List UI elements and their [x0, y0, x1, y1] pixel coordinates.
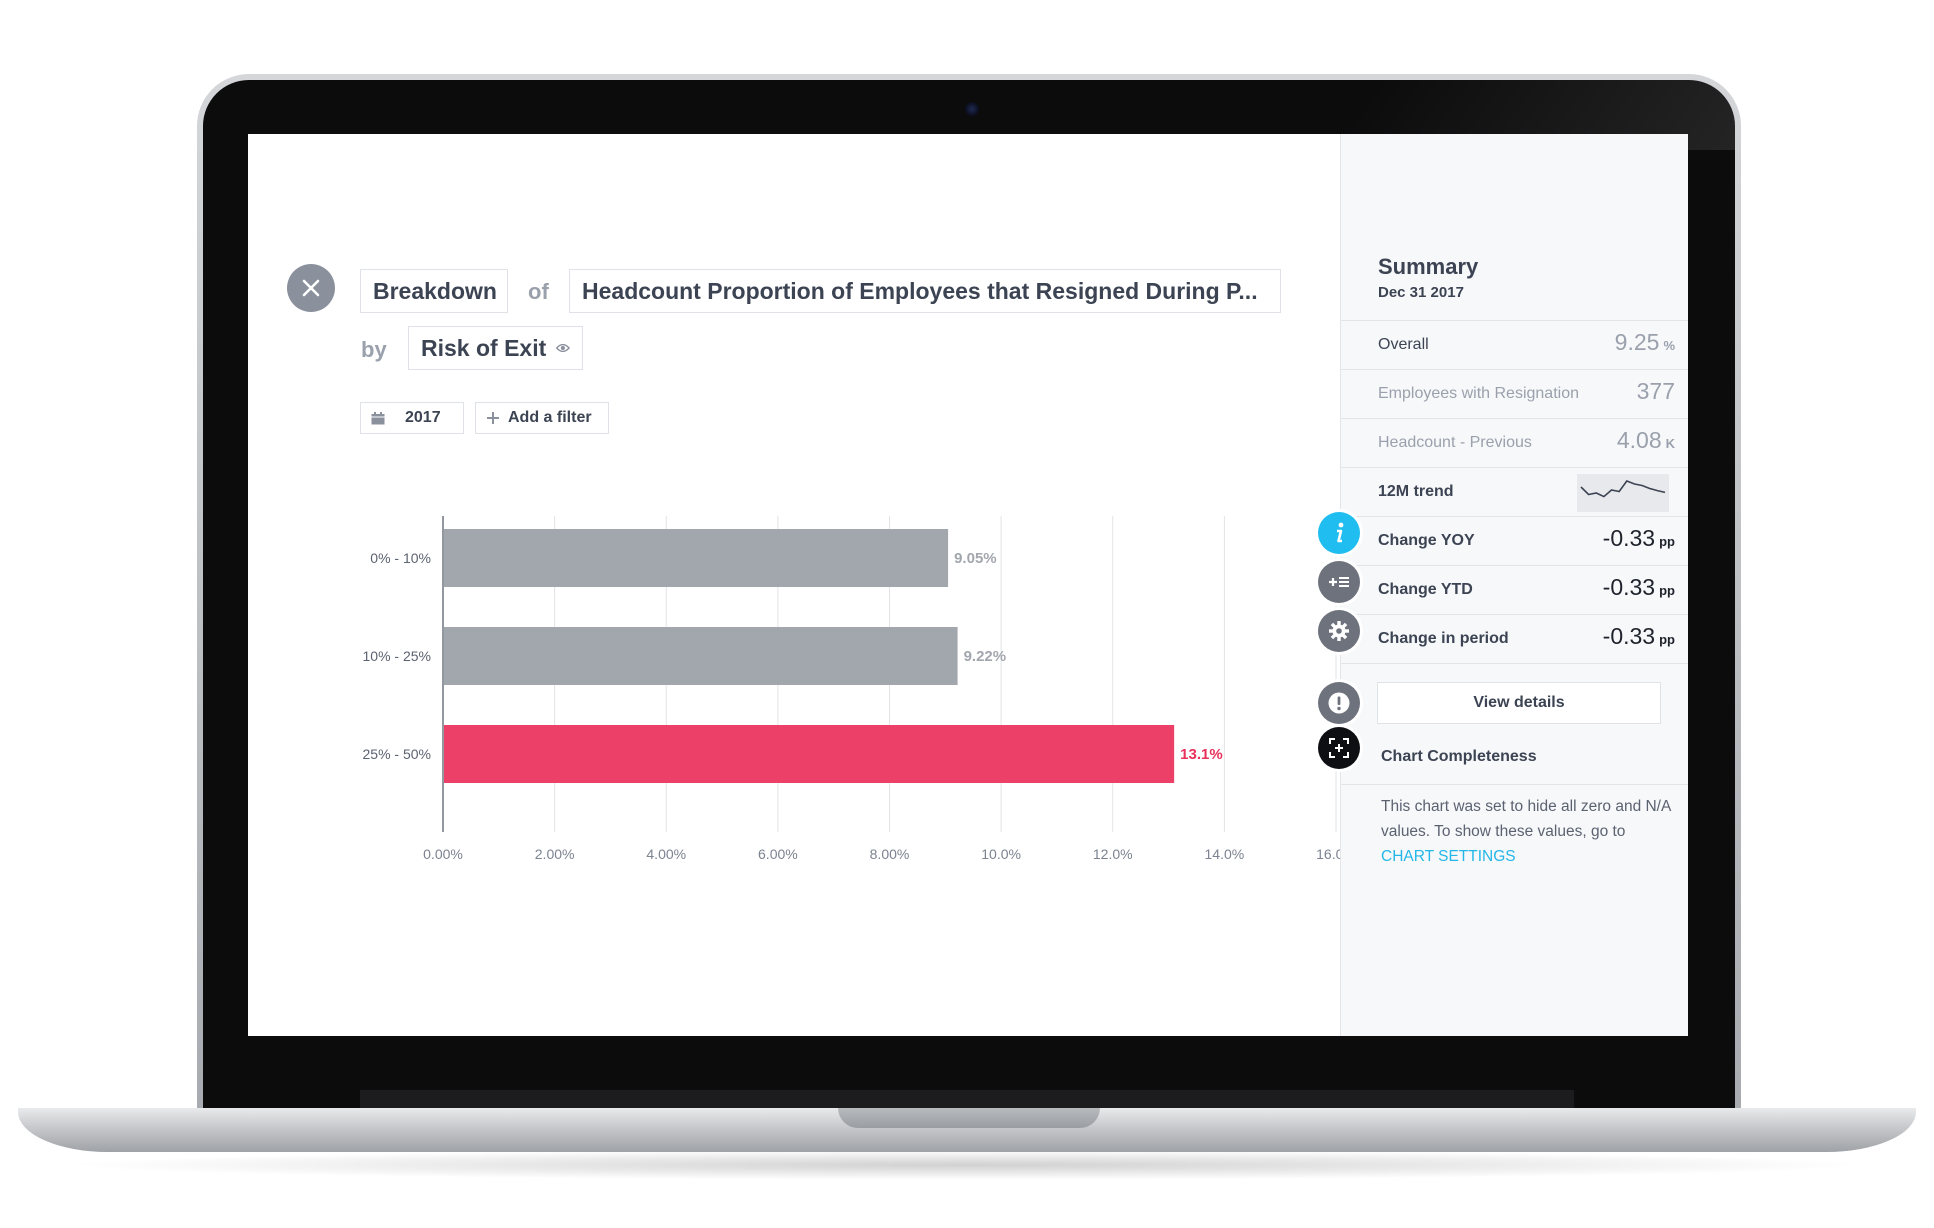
period-value: -0.33 [1602, 623, 1656, 649]
laptop-shadow [60, 1150, 1874, 1180]
row-value: 9.25% [1615, 329, 1675, 356]
row-value: 377 [1637, 378, 1675, 405]
breakdown-selector[interactable]: Breakdown [360, 269, 508, 313]
headcount-unit: K [1665, 436, 1675, 451]
laptop-hinge [360, 1090, 1574, 1108]
expand-icon [1329, 738, 1349, 758]
summary-row-change-ytd: Change YTD -0.33 pp [1341, 565, 1688, 614]
year-filter-label: 2017 [405, 409, 441, 426]
row-label: Change YTD [1378, 581, 1473, 598]
row-label: Change YOY [1378, 532, 1475, 549]
bar[interactable] [444, 529, 949, 587]
overall-unit: % [1663, 338, 1675, 353]
summary-sidebar: Summary Dec 31 2017 Overall 9.25% Employ… [1340, 134, 1688, 1036]
gear-icon [1329, 621, 1349, 641]
row-label: Change in period [1378, 630, 1509, 647]
completeness-divider [1341, 784, 1688, 785]
row-label: Headcount - Previous [1378, 434, 1532, 451]
trend-line [1580, 480, 1666, 498]
chart-settings-link[interactable]: CHART SETTINGS [1381, 848, 1516, 865]
alert-button[interactable] [1318, 682, 1360, 724]
breakdown-label: Breakdown [373, 277, 497, 304]
period-unit: pp [1659, 632, 1675, 647]
yoy-unit: pp [1659, 534, 1675, 549]
x-tick-label: 0.00% [423, 846, 463, 862]
x-tick-label: 6.00% [758, 846, 798, 862]
data-label: 9.22% [964, 648, 1007, 665]
ytd-value: -0.33 [1602, 574, 1656, 600]
category-label: 0% - 10% [370, 550, 431, 566]
category-label: 10% - 25% [363, 648, 431, 664]
row-value: -0.33 pp [1603, 623, 1675, 650]
add-list-icon [1329, 577, 1349, 587]
add-filter-button[interactable]: Add a filter [475, 402, 609, 434]
headcount-value: 4.08 [1616, 427, 1662, 453]
x-tick-label: 12.0% [1093, 846, 1133, 862]
calendar-icon [371, 411, 385, 424]
row-value: -0.33 pp [1603, 574, 1675, 601]
summary-title: Summary [1378, 254, 1479, 279]
completeness-note: This chart was set to hide all zero and … [1381, 794, 1671, 869]
resignations-value: 377 [1636, 378, 1675, 404]
settings-button[interactable] [1318, 610, 1360, 652]
row-value: -0.33 pp [1603, 525, 1675, 552]
x-tick-label: 2.00% [535, 846, 575, 862]
row-label: 12M trend [1378, 483, 1454, 500]
note-text: This chart was set to hide all zero and … [1381, 798, 1671, 840]
summary-row-headcount-previous: Headcount - Previous 4.08 K [1341, 418, 1688, 467]
plus-icon [487, 412, 499, 424]
info-button[interactable] [1318, 512, 1360, 554]
by-connector: by [361, 337, 387, 362]
row-label: Overall [1378, 336, 1429, 353]
close-icon [302, 279, 320, 297]
app-screen: Breakdown of Headcount Proportion of Emp… [248, 134, 1688, 1036]
data-label: 13.1% [1180, 746, 1223, 763]
bar-chart-svg: 0.00% 2.00% 4.00% 6.00% 8.00% 10.0% 12.0% 14.0%… [363, 516, 1356, 862]
row-label: Employees with Resignation [1378, 385, 1579, 402]
yoy-value: -0.33 [1602, 525, 1656, 551]
summary-row-change-yoy: Change YOY -0.33 pp [1341, 516, 1688, 565]
summary-divider [1341, 663, 1688, 664]
x-tick-label: 4.00% [646, 846, 686, 862]
view-details-button[interactable]: View details [1377, 682, 1661, 724]
add-list-button[interactable] [1318, 561, 1360, 603]
dimension-label: Risk of Exit [421, 334, 547, 361]
x-tick-label: 10.0% [981, 846, 1021, 862]
close-button[interactable] [287, 264, 335, 312]
dimension-selector[interactable]: Risk of Exit [408, 326, 583, 370]
laptop-notch [838, 1108, 1100, 1128]
x-tick-label: 8.00% [870, 846, 910, 862]
chart-completeness-title: Chart Completeness [1381, 748, 1537, 765]
data-label: 9.05% [954, 550, 997, 567]
bar[interactable] [444, 627, 958, 685]
bar-chart: 0.00% 2.00% 4.00% 6.00% 8.00% 10.0% 12.0% 14.0%… [248, 474, 1356, 894]
summary-row-overall: Overall 9.25% [1341, 320, 1688, 369]
row-value: 4.08 K [1617, 427, 1675, 454]
metric-selector[interactable]: Headcount Proportion of Employees that R… [569, 269, 1281, 313]
summary-row-change-period: Change in period -0.33 pp [1341, 614, 1688, 663]
of-connector: of [528, 279, 549, 304]
summary-row-trend: 12M trend [1341, 467, 1688, 516]
fullscreen-button[interactable] [1318, 727, 1360, 769]
bar[interactable] [444, 725, 1175, 783]
x-tick-label: 14.0% [1205, 846, 1245, 862]
camera-icon [965, 102, 979, 116]
eye-icon[interactable] [556, 341, 570, 355]
category-label: 25% - 50% [363, 746, 431, 762]
year-filter[interactable]: 2017 [360, 402, 464, 434]
overall-value: 9.25 [1614, 329, 1660, 355]
summary-row-resignations: Employees with Resignation 377 [1341, 369, 1688, 418]
summary-date: Dec 31 2017 [1378, 284, 1464, 301]
metric-label: Headcount Proportion of Employees that R… [582, 277, 1258, 304]
x-tick-label: 16.0% [1316, 846, 1340, 862]
info-icon [1337, 522, 1344, 543]
main-panel: Breakdown of Headcount Proportion of Emp… [248, 134, 1356, 1036]
ytd-unit: pp [1659, 583, 1675, 598]
exclamation-icon [1328, 692, 1350, 714]
add-filter-label: Add a filter [508, 409, 592, 426]
trend-sparkline[interactable] [1577, 474, 1669, 512]
